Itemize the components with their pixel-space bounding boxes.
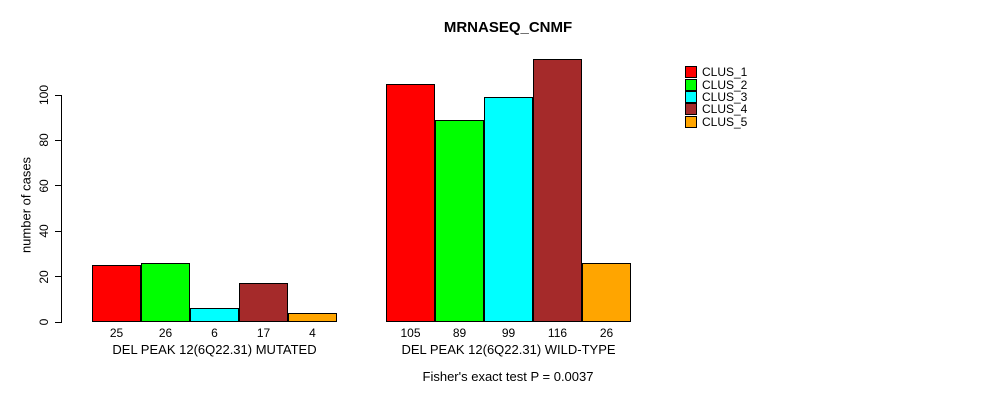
legend-label: CLUS_4 bbox=[702, 102, 748, 117]
bar-value-label: 4 bbox=[309, 326, 316, 340]
legend-row: CLUS_3 bbox=[685, 89, 748, 104]
bar-value-label: 25 bbox=[109, 326, 124, 340]
bar-clus_1-group2 bbox=[386, 84, 435, 322]
bar-clus_5-group2 bbox=[582, 263, 631, 322]
legend-row: CLUS_5 bbox=[685, 114, 748, 129]
bar-clus_3-group1 bbox=[190, 308, 239, 322]
bar-clus_3-group2 bbox=[484, 97, 533, 322]
legend-row: CLUS_4 bbox=[685, 102, 748, 117]
legend-swatch-icon bbox=[685, 115, 697, 128]
legend-swatch-icon bbox=[685, 66, 697, 79]
legend-label: CLUS_5 bbox=[702, 114, 748, 129]
legend-label: CLUS_1 bbox=[702, 65, 748, 80]
group-label-2: DEL PEAK 12(6Q22.31) WILD-TYPE bbox=[401, 342, 616, 357]
y-tick-label: 20 bbox=[37, 269, 51, 284]
legend-swatch-icon bbox=[685, 103, 697, 116]
y-tick-mark bbox=[55, 94, 62, 96]
bar-value-label: 89 bbox=[452, 326, 467, 340]
bar-clus_5-group1 bbox=[288, 313, 337, 322]
bar-clus_4-group2 bbox=[533, 59, 582, 322]
bar-value-label: 116 bbox=[547, 326, 568, 340]
y-tick-mark bbox=[55, 230, 62, 232]
legend-row: CLUS_1 bbox=[685, 65, 748, 80]
legend-label: CLUS_2 bbox=[702, 77, 748, 92]
y-axis-line bbox=[61, 95, 62, 323]
bar-value-label: 6 bbox=[211, 326, 218, 340]
bar-clus_2-group2 bbox=[435, 120, 484, 322]
bar-value-label: 105 bbox=[400, 326, 421, 340]
bar-value-label: 17 bbox=[256, 326, 271, 340]
legend-label: CLUS_3 bbox=[702, 89, 748, 104]
bar-clus_1-group1 bbox=[92, 265, 141, 322]
y-tick-label: 40 bbox=[37, 224, 51, 238]
legend: CLUS_1 CLUS_2 CLUS_3 CLUS_4 CLUS_5 bbox=[685, 66, 747, 128]
y-tick-mark bbox=[55, 185, 62, 187]
bar-clus_4-group1 bbox=[239, 283, 288, 322]
legend-swatch-icon bbox=[685, 90, 697, 103]
annotation-text: Fisher's exact test P = 0.0037 bbox=[422, 369, 594, 384]
y-tick-mark bbox=[55, 276, 62, 278]
bar-value-label: 99 bbox=[501, 326, 516, 340]
y-tick-label: 60 bbox=[37, 179, 51, 193]
y-tick-label: 80 bbox=[37, 133, 51, 148]
legend-row: CLUS_2 bbox=[685, 77, 748, 92]
bar-value-label: 26 bbox=[158, 326, 173, 340]
chart-title: MRNASEQ_CNMF bbox=[443, 19, 573, 36]
bar-value-label: 26 bbox=[599, 326, 614, 340]
y-axis-label: number of cases bbox=[18, 156, 34, 254]
y-tick-mark bbox=[55, 321, 62, 323]
bar-clus_2-group1 bbox=[141, 263, 190, 322]
legend-swatch-icon bbox=[685, 78, 697, 91]
group-label-1: DEL PEAK 12(6Q22.31) MUTATED bbox=[112, 342, 317, 357]
y-tick-label: 100 bbox=[37, 84, 51, 106]
y-tick-label: 0 bbox=[37, 318, 51, 326]
y-tick-mark bbox=[55, 139, 62, 141]
